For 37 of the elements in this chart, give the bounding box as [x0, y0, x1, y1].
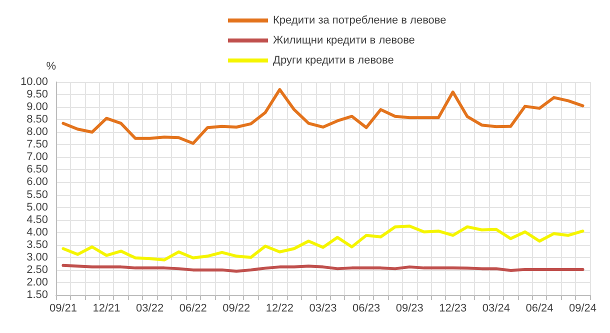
y-tick-label: 4.50: [26, 214, 48, 226]
x-tick-label: 12/21: [92, 302, 120, 314]
x-tick-label: 06/22: [179, 302, 207, 314]
y-tick-label: 10.00: [20, 76, 48, 88]
y-tick-label: 8.50: [26, 114, 48, 126]
x-tick-label: 09/22: [222, 302, 250, 314]
y-tick-label: 9.50: [26, 88, 48, 101]
y-tick-label: 6.00: [26, 176, 48, 188]
x-tick-label: 06/23: [352, 302, 380, 314]
y-axis-title: %: [46, 60, 56, 72]
x-tick-label: 09/23: [396, 302, 424, 314]
y-tick-label: 6.50: [26, 164, 48, 176]
y-tick-label: 2.00: [26, 276, 48, 288]
legend-label: Други кредити в левове: [273, 54, 394, 66]
x-tick-label: 12/22: [266, 302, 294, 314]
y-tick-label: 2.50: [26, 264, 48, 276]
x-tick-label: 09/24: [569, 302, 597, 314]
line-series: [62, 224, 584, 262]
y-tick-label: 9.00: [26, 101, 48, 114]
y-tick-label: 4.00: [26, 226, 48, 238]
legend-label: Кредити за потребление в левове: [273, 14, 446, 26]
x-tick-label: 09/21: [49, 302, 77, 314]
y-tick-label: 5.50: [26, 188, 48, 201]
x-tick-label: 03/24: [482, 302, 510, 314]
y-tick-label: 3.00: [26, 251, 48, 264]
x-tick-label: 12/23: [439, 302, 467, 314]
legend-label: Жилищни кредити в левове: [273, 34, 415, 46]
y-tick-label: 7.50: [26, 138, 48, 151]
x-tick-label: 03/22: [136, 302, 164, 314]
y-tick-label: 3.50: [26, 238, 48, 251]
y-tick-label: 7.00: [26, 151, 48, 164]
x-tick-label: 03/23: [309, 302, 337, 314]
y-tick-label: 1.50: [26, 289, 48, 301]
line-series: [62, 88, 584, 145]
y-tick-label: 5.00: [26, 201, 48, 214]
y-tick-label: 8.00: [26, 126, 48, 138]
x-tick-label: 06/24: [526, 302, 554, 314]
